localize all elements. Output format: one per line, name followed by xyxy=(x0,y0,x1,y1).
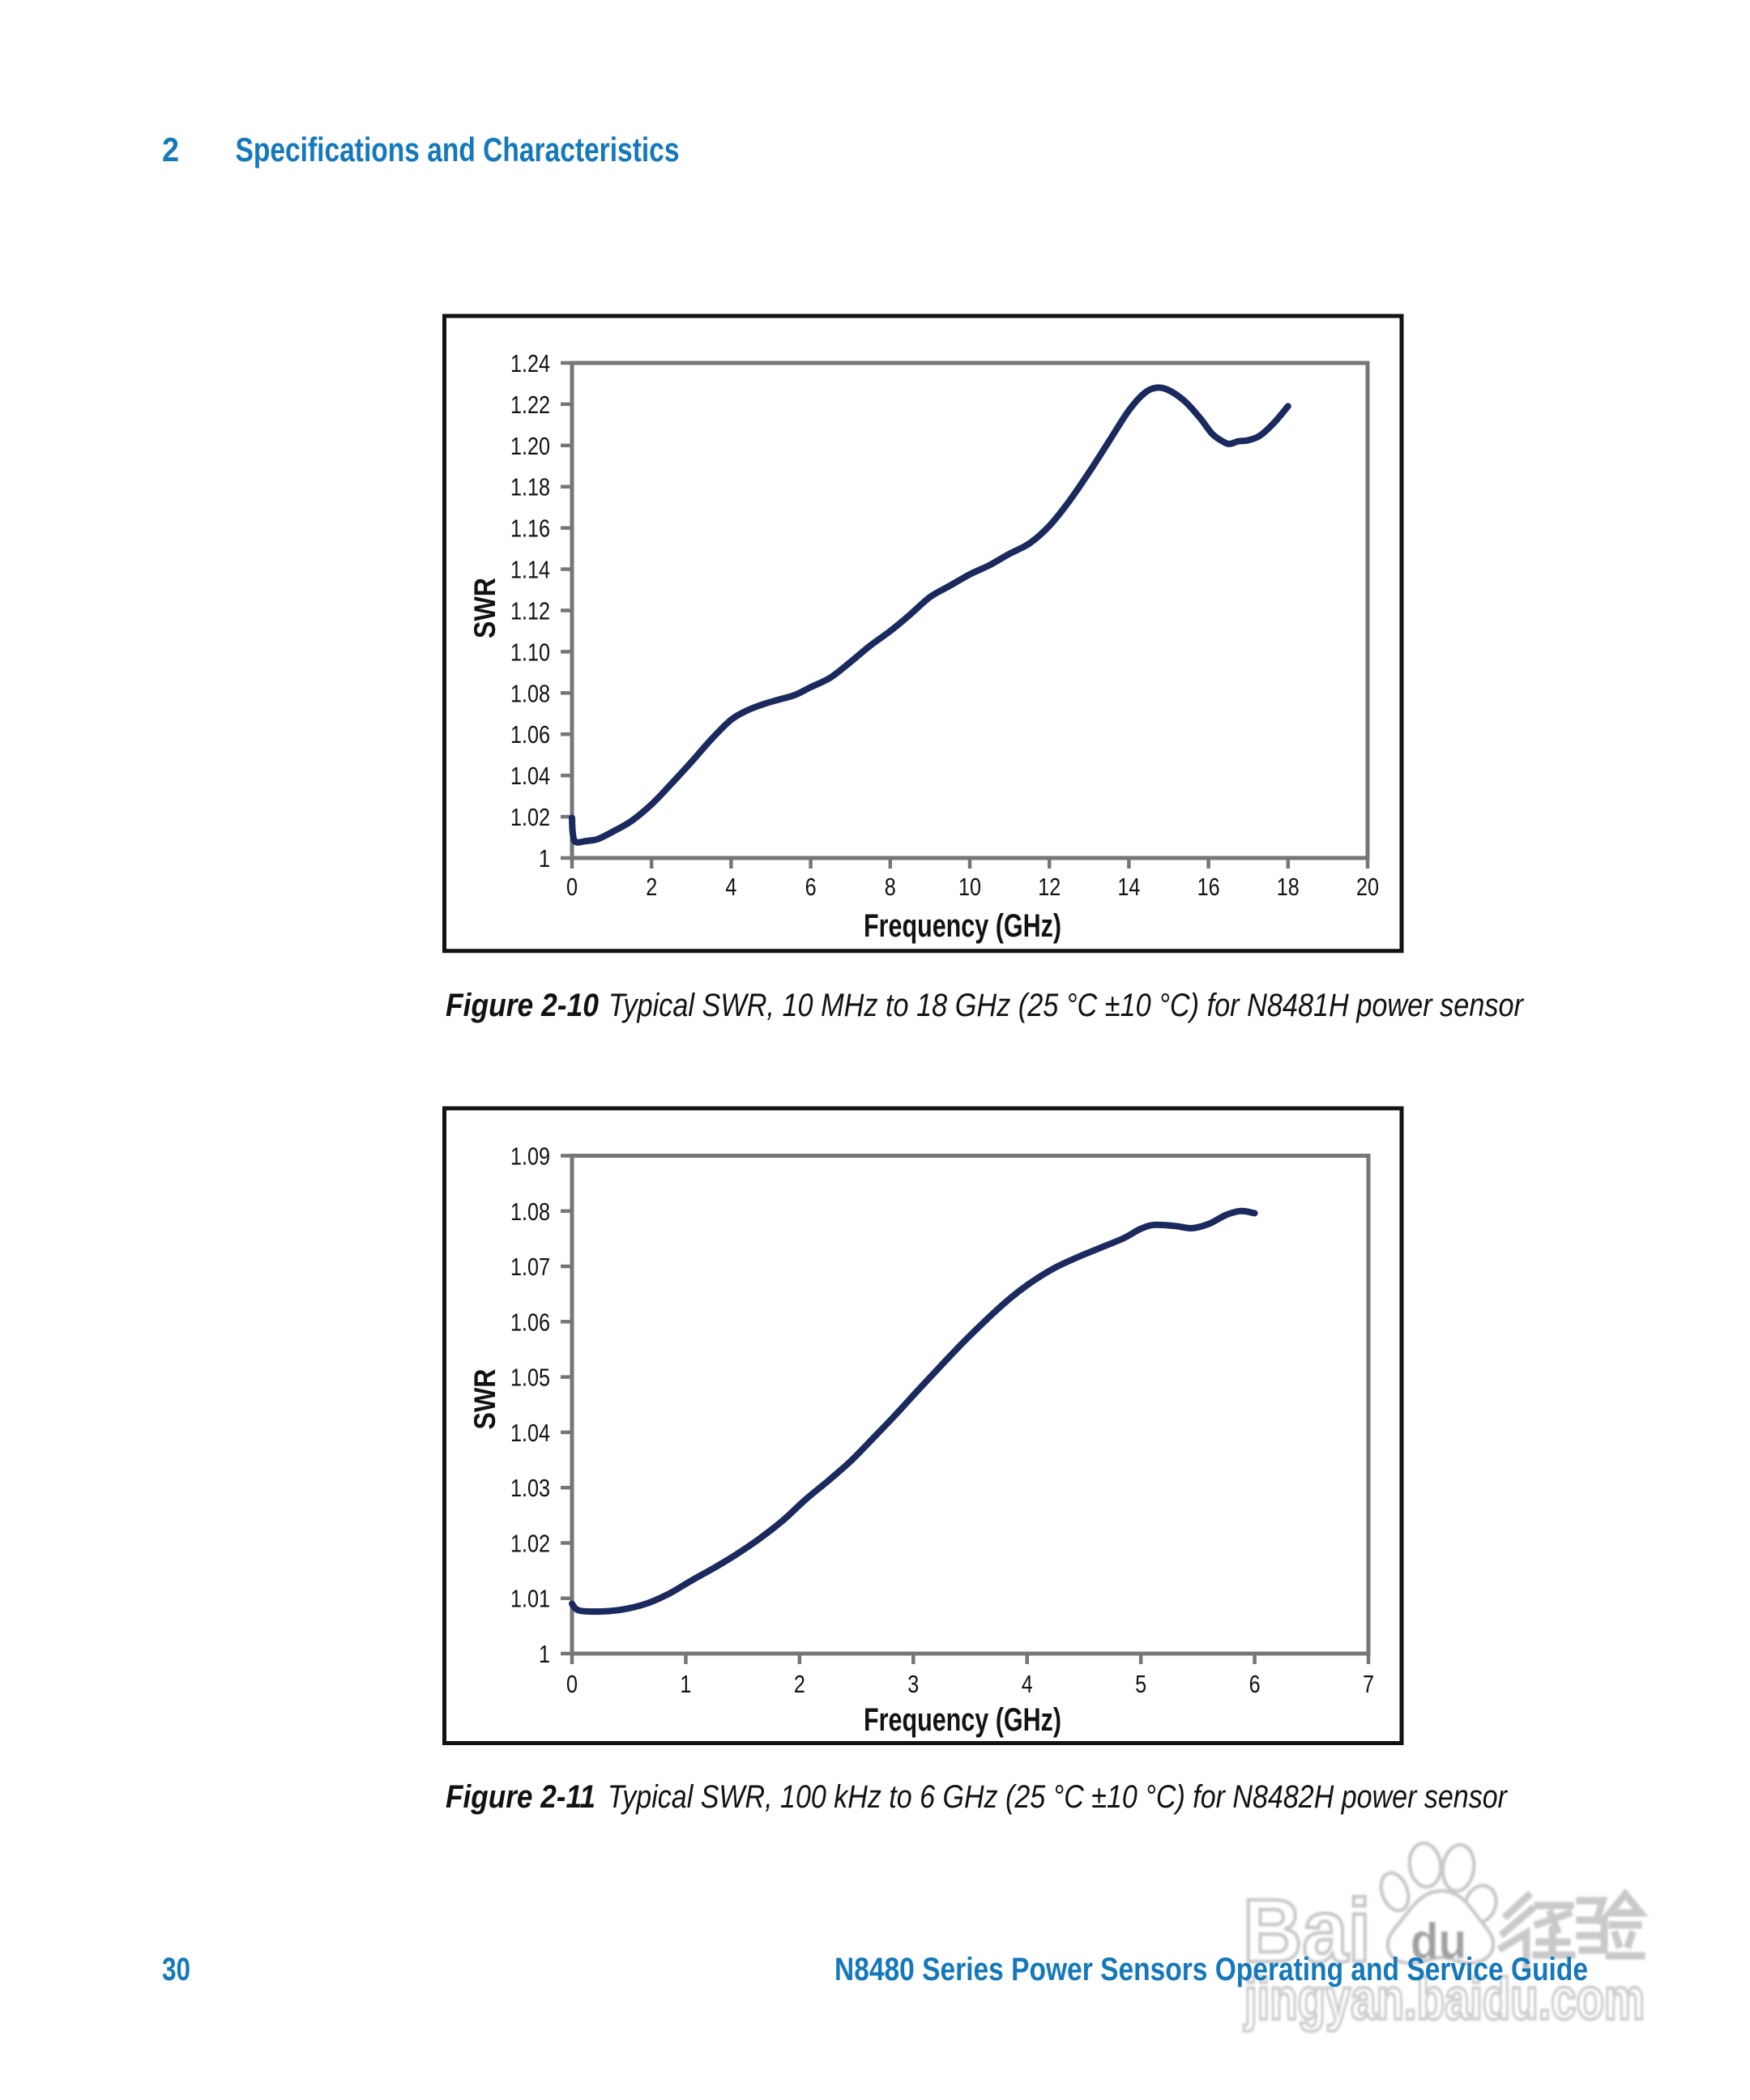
svg-text:1.02: 1.02 xyxy=(510,1529,550,1557)
svg-text:1.01: 1.01 xyxy=(510,1585,550,1613)
svg-text:Figure 2-11: Figure 2-11 xyxy=(446,1779,595,1815)
svg-text:1.04: 1.04 xyxy=(510,1419,550,1447)
svg-text:du: du xyxy=(1411,1914,1466,1970)
svg-text:10: 10 xyxy=(958,873,981,901)
svg-text:14: 14 xyxy=(1117,873,1140,901)
svg-text:1.14: 1.14 xyxy=(510,556,550,584)
svg-text:Frequency (GHz): Frequency (GHz) xyxy=(864,1702,1061,1738)
svg-text:20: 20 xyxy=(1356,873,1379,901)
svg-text:1: 1 xyxy=(680,1670,691,1698)
svg-text:1: 1 xyxy=(539,844,550,873)
svg-text:0: 0 xyxy=(566,1670,578,1698)
svg-text:1.08: 1.08 xyxy=(510,679,550,707)
svg-text:1.05: 1.05 xyxy=(510,1364,550,1392)
svg-text:4: 4 xyxy=(1022,1670,1033,1698)
svg-text:7: 7 xyxy=(1363,1670,1374,1698)
svg-text:16: 16 xyxy=(1197,873,1220,901)
svg-text:1.20: 1.20 xyxy=(510,432,550,460)
svg-text:1.09: 1.09 xyxy=(510,1142,550,1170)
svg-text:18: 18 xyxy=(1277,873,1300,901)
svg-text:1.02: 1.02 xyxy=(510,803,550,831)
svg-text:Typical SWR, 10 MHz to 18 GHz: Typical SWR, 10 MHz to 18 GHz (25 °C ±10… xyxy=(608,988,1524,1023)
svg-text:6: 6 xyxy=(805,873,817,901)
svg-text:4: 4 xyxy=(725,873,736,901)
svg-text:1.16: 1.16 xyxy=(510,514,550,543)
svg-text:1: 1 xyxy=(539,1640,550,1668)
svg-text:1.06: 1.06 xyxy=(510,1308,550,1336)
svg-text:2: 2 xyxy=(794,1670,805,1698)
svg-text:5: 5 xyxy=(1135,1670,1146,1698)
svg-text:Frequency (GHz): Frequency (GHz) xyxy=(864,908,1061,944)
svg-text:SWR: SWR xyxy=(468,578,502,638)
svg-text:1.22: 1.22 xyxy=(510,391,550,419)
svg-text:1.12: 1.12 xyxy=(510,596,550,625)
svg-text:1.18: 1.18 xyxy=(510,473,550,502)
svg-text:SWR: SWR xyxy=(468,1369,502,1430)
svg-text:30: 30 xyxy=(162,1952,190,1987)
svg-text:N8480 Series Power Sensors Ope: N8480 Series Power Sensors Operating and… xyxy=(834,1952,1588,1987)
svg-text:6: 6 xyxy=(1249,1670,1261,1698)
svg-text:Specifications and Characteris: Specifications and Characteristics xyxy=(236,130,680,169)
svg-text:1.03: 1.03 xyxy=(510,1474,550,1502)
svg-text:jingyan.baidu.com: jingyan.baidu.com xyxy=(1243,1967,1645,2032)
svg-text:1.10: 1.10 xyxy=(510,638,550,666)
svg-text:Bai: Bai xyxy=(1243,1881,1371,1981)
svg-text:1.07: 1.07 xyxy=(510,1253,550,1281)
svg-text:3: 3 xyxy=(907,1670,919,1698)
svg-text:1.06: 1.06 xyxy=(510,720,550,749)
svg-text:1.08: 1.08 xyxy=(510,1197,550,1226)
svg-text:Typical SWR, 100 kHz to 6 GHz: Typical SWR, 100 kHz to 6 GHz (25 °C ±10… xyxy=(608,1779,1508,1815)
svg-text:0: 0 xyxy=(566,873,578,901)
svg-text:12: 12 xyxy=(1038,873,1061,901)
svg-text:2: 2 xyxy=(646,873,657,901)
svg-text:1.24: 1.24 xyxy=(510,349,550,378)
svg-text:1.04: 1.04 xyxy=(510,762,550,790)
svg-text:8: 8 xyxy=(885,873,896,901)
svg-text:2: 2 xyxy=(162,130,179,169)
svg-text:Figure 2-10: Figure 2-10 xyxy=(446,988,599,1023)
